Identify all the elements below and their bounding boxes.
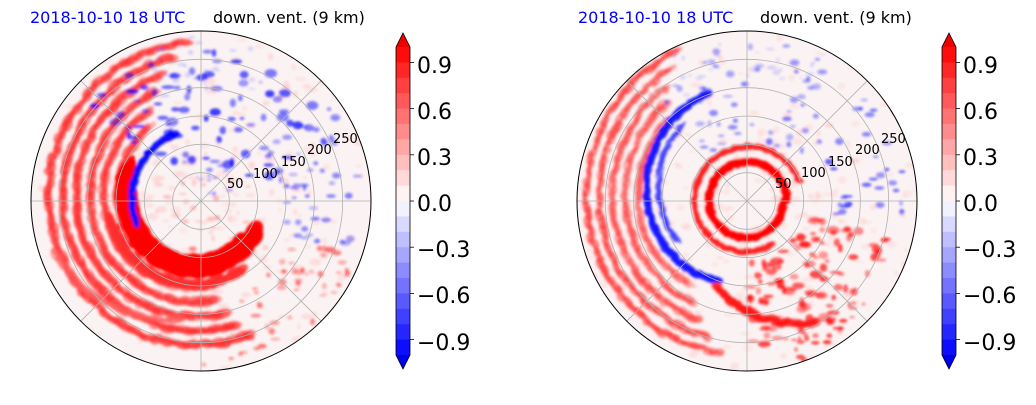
- grid-spoke: [746, 80, 868, 202]
- radial-tick-label: 200: [855, 143, 880, 158]
- colorbar-band: [942, 139, 956, 156]
- colorbar-band: [396, 170, 410, 186]
- colorbar-band: [942, 278, 956, 294]
- polar-frame: [30, 30, 372, 372]
- colorbar-tick-label: −0.6: [963, 284, 1016, 309]
- colorbar-tick-label: 0.9: [963, 54, 998, 79]
- colorbar-band: [396, 293, 410, 310]
- radial-tick-label: 50: [775, 177, 792, 192]
- grid-spoke: [746, 200, 868, 322]
- colorbar-band: [942, 247, 956, 263]
- grid-spoke: [200, 80, 322, 202]
- polar-grid: [31, 31, 371, 371]
- panel-timestamp: 2018-10-10 18 UTC: [30, 8, 185, 27]
- heatmap-field: [38, 36, 371, 371]
- colorbar-tick-label: 0.9: [417, 54, 452, 79]
- radial-tick-label: 50: [227, 177, 244, 192]
- colorbar-band: [396, 108, 410, 125]
- grid-spoke: [626, 200, 748, 322]
- colorbar-tick-label: 0.0: [963, 192, 998, 217]
- colorbar-band: [942, 185, 956, 202]
- colorbar-tick-label: 0.3: [417, 146, 452, 171]
- colorbar-band: [396, 278, 410, 294]
- colorbar-band: [396, 201, 410, 217]
- colorbar-extend-max: [942, 33, 956, 47]
- radial-tick-labels: 50 100 150 200 250: [227, 132, 358, 192]
- colorbar-band: [396, 93, 410, 109]
- colorbar-band: [942, 62, 956, 79]
- panel-title: down. vent. (9 km): [213, 8, 365, 27]
- radial-tick-label: 150: [281, 155, 306, 170]
- colorbar-tick-label: 0.3: [963, 146, 998, 171]
- colorbar-bands: [395, 32, 414, 370]
- colorbar-tick-label: 0.6: [417, 100, 452, 125]
- panel-title: down. vent. (9 km): [760, 8, 912, 27]
- radial-tick-label: 200: [307, 143, 332, 158]
- grid-spoke: [80, 80, 202, 202]
- colorbar-band: [942, 170, 956, 186]
- colorbar-band: [942, 93, 956, 109]
- radial-tick-label: 250: [881, 132, 906, 147]
- grid-spoke: [80, 200, 202, 322]
- grid-spoke: [200, 200, 322, 322]
- radial-tick-label: 250: [333, 132, 358, 147]
- colorbar-band: [396, 77, 410, 94]
- colorbar-band: [396, 154, 410, 171]
- colorbar-tick-label: −0.3: [417, 238, 470, 263]
- colorbar-tick-label: 0.0: [417, 192, 452, 217]
- polar-panel-left: 2018-10-10 18 UTC down. vent. (9 km) 50 …: [30, 8, 470, 372]
- colorbar-band: [396, 216, 410, 233]
- colorbar: 0.9 0.6 0.3 0.0 −0.3 −0.6 −0.9: [941, 32, 1016, 370]
- colorbar-band: [396, 339, 410, 356]
- colorbar-band: [396, 185, 410, 202]
- colorbar-band: [942, 77, 956, 94]
- radial-tick-labels: 50 100 150 200 250: [775, 132, 906, 192]
- colorbar-band: [396, 262, 410, 279]
- radial-tick-label: 150: [828, 155, 853, 170]
- polar-grid: [577, 31, 917, 371]
- colorbar-band: [942, 124, 956, 140]
- colorbar-extend-max: [396, 33, 410, 47]
- colorbar-tick-label: 0.6: [963, 100, 998, 125]
- radial-tick-label: 100: [801, 166, 826, 181]
- colorbar-band: [396, 324, 410, 340]
- panel-timestamp: 2018-10-10 18 UTC: [578, 8, 733, 27]
- colorbar-band: [942, 324, 956, 340]
- grid-spoke: [626, 80, 748, 202]
- colorbar-extend-min: [396, 355, 410, 369]
- colorbar-tick-label: −0.3: [963, 238, 1016, 263]
- heatmap-field: [578, 31, 917, 371]
- polar-panel-right: 2018-10-10 18 UTC down. vent. (9 km) 50 …: [576, 8, 1016, 372]
- colorbar-band: [942, 339, 956, 356]
- colorbar-band: [942, 293, 956, 310]
- colorbar-outline: [941, 32, 957, 370]
- colorbar-band: [396, 308, 410, 325]
- colorbar-band: [942, 47, 956, 63]
- colorbar-band: [396, 247, 410, 263]
- colorbar-bands: [941, 32, 960, 370]
- colorbar-outline: [395, 32, 411, 370]
- colorbar-band: [396, 139, 410, 156]
- colorbar-band: [396, 124, 410, 140]
- colorbar-band: [942, 308, 956, 325]
- colorbar-extend-min: [942, 355, 956, 369]
- colorbar-band: [396, 62, 410, 79]
- colorbar-tick-label: −0.9: [417, 331, 470, 356]
- radial-tick-label: 100: [253, 167, 278, 182]
- colorbar-band: [942, 262, 956, 279]
- colorbar-band: [942, 216, 956, 233]
- colorbar-band: [942, 231, 956, 248]
- colorbar-band: [942, 154, 956, 171]
- colorbar-band: [942, 201, 956, 217]
- colorbar: 0.9 0.6 0.3 0.0 −0.3 −0.6 −0.9: [395, 32, 470, 370]
- colorbar-tick-label: −0.9: [963, 331, 1016, 356]
- colorbar-band: [942, 108, 956, 125]
- polar-frame: [576, 30, 918, 372]
- colorbar-band: [396, 231, 410, 248]
- colorbar-tick-label: −0.6: [417, 284, 470, 309]
- colorbar-band: [396, 47, 410, 63]
